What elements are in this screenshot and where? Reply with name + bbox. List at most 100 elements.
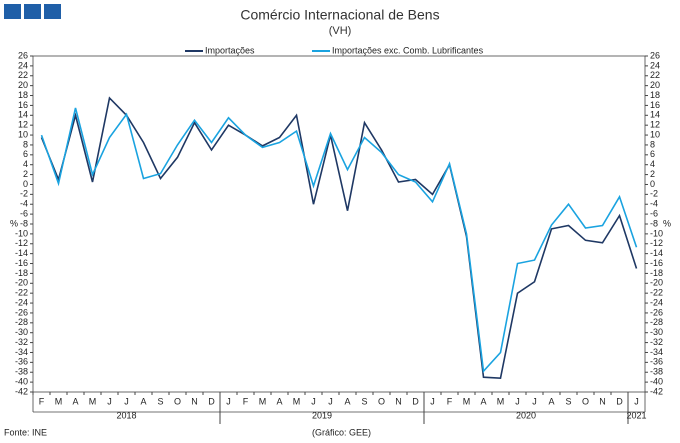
x-tick-label: J — [226, 396, 231, 406]
y-tick-label: 4 — [23, 159, 28, 169]
y2-tick-label: -38 — [650, 367, 663, 377]
y-tick-label: -32 — [15, 337, 28, 347]
y2-tick-label: -42 — [650, 386, 663, 396]
y-tick-label: 18 — [18, 90, 28, 100]
x-tick-label: M — [293, 396, 301, 406]
y2-axis-label: % — [663, 218, 671, 228]
y-tick-label: -36 — [15, 357, 28, 367]
y2-tick-label: -26 — [650, 307, 663, 317]
y2-tick-label: -36 — [650, 357, 663, 367]
y2-tick-label: -28 — [650, 317, 663, 327]
y-tick-label: -24 — [15, 297, 28, 307]
credit: (Gráfico: GEE) — [312, 427, 371, 437]
x-tick-label: M — [89, 396, 97, 406]
x-tick-label: J — [634, 396, 639, 406]
y-tick-label: 14 — [18, 110, 28, 120]
y-tick-label: -2 — [20, 189, 28, 199]
y-tick-label: -26 — [15, 307, 28, 317]
logo-block — [44, 4, 61, 19]
x-tick-label: A — [344, 396, 350, 406]
y2-tick-label: -32 — [650, 337, 663, 347]
x-tick-label: F — [243, 396, 249, 406]
y-tick-label: -38 — [15, 367, 28, 377]
y2-tick-label: -8 — [650, 218, 658, 228]
y-tick-label: -16 — [15, 258, 28, 268]
y2-tick-label: -30 — [650, 327, 663, 337]
y2-tick-label: -16 — [650, 258, 663, 268]
y2-tick-label: -10 — [650, 228, 663, 238]
x-tick-label: J — [328, 396, 333, 406]
chart-title: Comércio Internacional de Bens — [240, 7, 439, 23]
x-tick-label: O — [174, 396, 181, 406]
y2-tick-label: 0 — [650, 179, 655, 189]
y-tick-label: 24 — [18, 60, 28, 70]
y2-tick-label: -18 — [650, 268, 663, 278]
y2-tick-label: 4 — [650, 159, 655, 169]
x-tick-label: F — [447, 396, 453, 406]
y2-tick-label: 6 — [650, 149, 655, 159]
y-tick-label: 26 — [18, 50, 28, 60]
y2-tick-label: 18 — [650, 90, 660, 100]
x-tick-label: S — [361, 396, 367, 406]
x-tick-label: O — [378, 396, 385, 406]
y-tick-label: 0 — [23, 179, 28, 189]
y-tick-label: -8 — [20, 218, 28, 228]
x-tick-label: M — [463, 396, 471, 406]
year-label: 2019 — [312, 410, 332, 420]
y2-tick-label: -2 — [650, 189, 658, 199]
y2-tick-label: -22 — [650, 288, 663, 298]
y-tick-label: -4 — [20, 199, 28, 209]
x-tick-label: N — [191, 396, 198, 406]
y-tick-label: -42 — [15, 386, 28, 396]
y-axis-label: % — [10, 218, 18, 228]
x-tick-label: J — [532, 396, 537, 406]
x-tick-label: D — [208, 396, 215, 406]
x-tick-label: S — [157, 396, 163, 406]
y2-tick-label: -14 — [650, 248, 663, 258]
legend-label: Importações — [205, 45, 255, 55]
y-tick-label: 2 — [23, 169, 28, 179]
y-tick-label: 22 — [18, 70, 28, 80]
y2-tick-label: 22 — [650, 70, 660, 80]
y2-tick-label: 2 — [650, 169, 655, 179]
y-tick-label: -40 — [15, 376, 28, 386]
x-tick-label: J — [124, 396, 129, 406]
y2-tick-label: -6 — [650, 208, 658, 218]
x-tick-label: A — [548, 396, 554, 406]
chart-subtitle: (VH) — [329, 25, 352, 37]
y-tick-label: -20 — [15, 278, 28, 288]
y2-tick-label: 8 — [650, 139, 655, 149]
y2-tick-label: -40 — [650, 376, 663, 386]
x-tick-label: O — [582, 396, 589, 406]
logo-block — [4, 4, 21, 19]
x-tick-label: A — [72, 396, 78, 406]
y-tick-label: -30 — [15, 327, 28, 337]
y2-tick-label: -34 — [650, 347, 663, 357]
y2-tick-label: 10 — [650, 129, 660, 139]
x-tick-label: A — [140, 396, 146, 406]
x-tick-label: M — [259, 396, 267, 406]
y-tick-label: 8 — [23, 139, 28, 149]
y-tick-label: 20 — [18, 80, 28, 90]
y-tick-label: -12 — [15, 238, 28, 248]
source: Fonte: INE — [4, 427, 47, 437]
y-tick-label: 12 — [18, 120, 28, 130]
x-tick-label: N — [599, 396, 606, 406]
y-tick-label: -6 — [20, 208, 28, 218]
x-tick-label: M — [55, 396, 63, 406]
y2-tick-label: 14 — [650, 110, 660, 120]
series-line — [40, 107, 638, 374]
x-tick-label: A — [276, 396, 282, 406]
logo-block — [24, 4, 41, 19]
x-tick-label: D — [616, 396, 623, 406]
y-tick-label: 16 — [18, 100, 28, 110]
y2-tick-label: -4 — [650, 199, 658, 209]
legend-label: Importações exc. Comb. Lubrificantes — [332, 45, 484, 55]
x-tick-label: F — [39, 396, 45, 406]
year-label: 2018 — [116, 410, 136, 420]
y-tick-label: -28 — [15, 317, 28, 327]
y2-tick-label: 12 — [650, 120, 660, 130]
x-tick-label: N — [395, 396, 402, 406]
x-tick-label: A — [480, 396, 486, 406]
